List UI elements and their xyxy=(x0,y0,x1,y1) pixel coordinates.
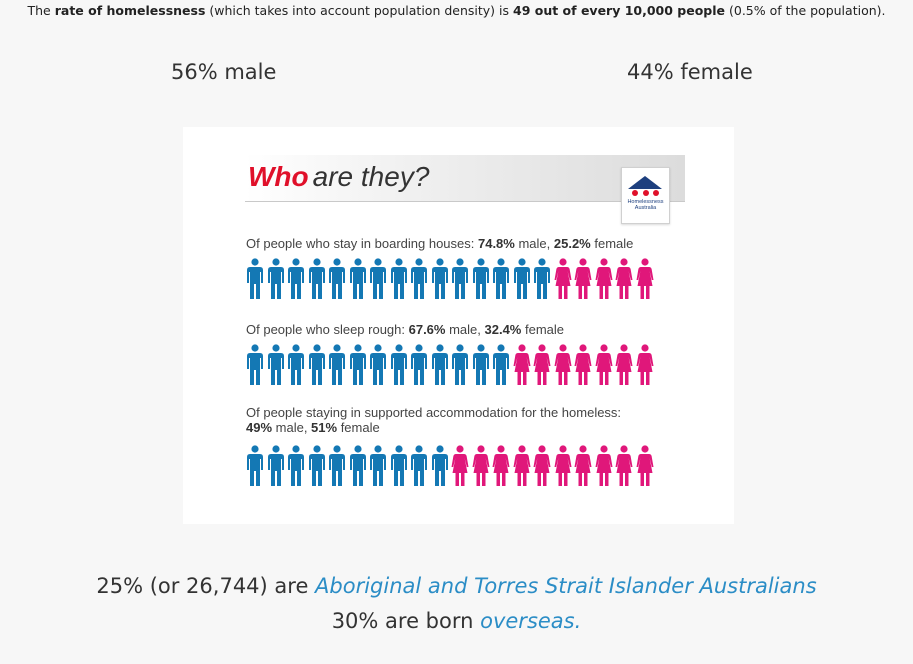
female-person-icon xyxy=(595,445,613,487)
male-person-icon xyxy=(287,445,305,487)
female-person-icon xyxy=(615,258,633,300)
female-person-icon xyxy=(554,258,572,300)
female-person-icon xyxy=(595,258,613,300)
female-person-icon xyxy=(533,445,551,487)
male-person-icon xyxy=(369,445,387,487)
who-are-they-infographic: Who are they? Homelessness Australia Of p… xyxy=(183,127,734,524)
male-person-icon xyxy=(287,344,305,386)
female-stat: 44% female xyxy=(627,60,753,84)
people-row-boarding-houses xyxy=(246,258,656,300)
male-person-icon xyxy=(349,258,367,300)
male-person-icon xyxy=(410,344,428,386)
male-person-icon xyxy=(451,258,469,300)
male-person-icon xyxy=(308,344,326,386)
infographic-banner: Who are they? xyxy=(245,155,685,202)
female-person-icon xyxy=(451,445,469,487)
female-person-icon xyxy=(554,344,572,386)
female-person-icon xyxy=(636,445,654,487)
intro-bold-count: 49 out of every 10,000 people xyxy=(513,3,726,18)
male-person-icon xyxy=(513,258,531,300)
male-person-icon xyxy=(431,344,449,386)
male-person-icon xyxy=(492,258,510,300)
male-person-icon xyxy=(533,258,551,300)
male-person-icon xyxy=(390,445,408,487)
male-person-icon xyxy=(431,445,449,487)
male-person-icon xyxy=(328,344,346,386)
male-person-icon xyxy=(349,445,367,487)
male-person-icon xyxy=(287,258,305,300)
male-person-icon xyxy=(472,258,490,300)
people-icon xyxy=(632,190,659,196)
male-person-icon xyxy=(328,445,346,487)
intro-text-1: The xyxy=(27,3,55,18)
overseas-fact: 30% are born overseas. xyxy=(331,609,582,633)
female-person-icon xyxy=(636,344,654,386)
male-person-icon xyxy=(472,344,490,386)
people-row-supported-accommodation xyxy=(246,445,656,487)
female-person-icon xyxy=(574,344,592,386)
female-person-icon xyxy=(513,344,531,386)
row-label-supported-accommodation: Of people staying in supported accommoda… xyxy=(246,405,622,435)
male-person-icon xyxy=(328,258,346,300)
female-person-icon xyxy=(554,445,572,487)
female-person-icon xyxy=(615,344,633,386)
aboriginal-fact: 25% (or 26,744) are Aboriginal and Torre… xyxy=(96,574,817,598)
female-person-icon xyxy=(492,445,510,487)
male-person-icon xyxy=(349,344,367,386)
female-person-icon xyxy=(472,445,490,487)
intro-paragraph: The rate of homelessness (which takes in… xyxy=(0,3,913,18)
overseas-link[interactable]: overseas. xyxy=(480,609,582,633)
aboriginal-link[interactable]: Aboriginal and Torres Strait Islander Au… xyxy=(315,574,817,598)
intro-bold-rate: rate of homelessness xyxy=(54,3,206,18)
intro-text-2: (which takes into account population den… xyxy=(205,3,513,18)
male-person-icon xyxy=(431,258,449,300)
row-label-sleep-rough: Of people who sleep rough: 67.6% male, 3… xyxy=(246,322,565,337)
title-who: Who xyxy=(248,161,309,192)
female-person-icon xyxy=(595,344,613,386)
female-person-icon xyxy=(615,445,633,487)
male-person-icon xyxy=(246,445,264,487)
logo-text: Homelessness Australia xyxy=(627,199,664,211)
row-label-boarding-houses: Of people who stay in boarding houses: 7… xyxy=(246,236,634,251)
male-person-icon xyxy=(246,258,264,300)
male-person-icon xyxy=(369,344,387,386)
male-person-icon xyxy=(410,445,428,487)
male-person-icon xyxy=(267,344,285,386)
female-person-icon xyxy=(574,258,592,300)
male-stat: 56% male xyxy=(171,60,277,84)
male-person-icon xyxy=(267,445,285,487)
male-person-icon xyxy=(390,344,408,386)
infographic-title: Who are they? xyxy=(248,161,429,193)
female-person-icon xyxy=(533,344,551,386)
male-person-icon xyxy=(267,258,285,300)
title-rest: are they? xyxy=(312,161,430,192)
people-row-sleep-rough xyxy=(246,344,656,386)
female-person-icon xyxy=(636,258,654,300)
female-person-icon xyxy=(513,445,531,487)
male-person-icon xyxy=(369,258,387,300)
male-person-icon xyxy=(390,258,408,300)
male-person-icon xyxy=(451,344,469,386)
male-person-icon xyxy=(492,344,510,386)
male-person-icon xyxy=(410,258,428,300)
male-person-icon xyxy=(246,344,264,386)
male-person-icon xyxy=(308,258,326,300)
intro-text-3: (0.5% of the population). xyxy=(725,3,886,18)
male-person-icon xyxy=(308,445,326,487)
homelessness-australia-logo: Homelessness Australia xyxy=(621,167,670,224)
female-person-icon xyxy=(574,445,592,487)
house-roof-icon xyxy=(628,176,662,189)
